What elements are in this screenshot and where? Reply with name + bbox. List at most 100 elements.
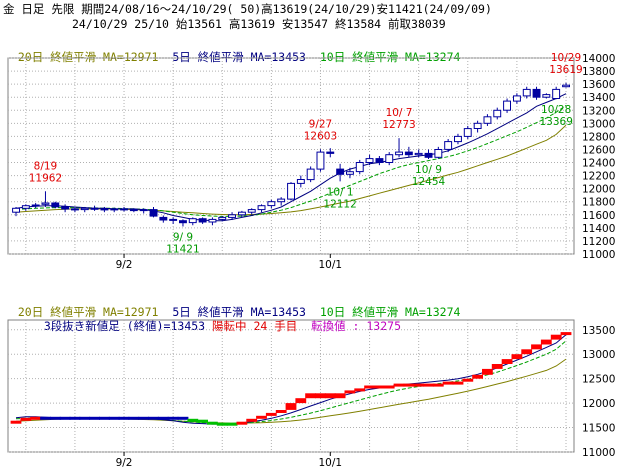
line-break-brick <box>49 416 61 420</box>
y-tick-label: 11800 <box>582 197 615 209</box>
y-tick-label: 12200 <box>582 171 615 183</box>
candle-body <box>80 207 89 211</box>
line-break-brick <box>99 416 110 420</box>
candle-body <box>463 128 472 137</box>
line-break-brick <box>157 416 169 420</box>
trend-state: 陽転中 24 手目 <box>212 319 298 333</box>
line-break-brick <box>275 410 287 413</box>
line-break-brick <box>324 393 336 399</box>
y-tick-label: 13600 <box>582 79 615 91</box>
high-annotation-date: 10/29 <box>551 52 581 64</box>
candle-body <box>71 208 79 211</box>
line-break-brick <box>246 418 258 422</box>
top-legend: 20日 終値平滑 MA=12971 5日 終値平滑 MA=13453 10日 終… <box>4 36 461 64</box>
line-break-brick <box>285 403 297 410</box>
low-annotation-value: 13369 <box>539 116 572 128</box>
line-break-brick <box>315 393 326 399</box>
line-break-brick <box>511 354 523 360</box>
y-tick-label: 13000 <box>582 118 615 130</box>
candle-body <box>218 216 227 220</box>
line-break-brick <box>334 393 346 399</box>
line-break-brick <box>550 334 562 340</box>
line-break-brick <box>531 344 542 350</box>
y-tick-label: 11000 <box>582 249 615 261</box>
low-annotation-value: 12454 <box>412 176 446 188</box>
x-tick-label: 9/2 <box>116 457 133 469</box>
line-break-brick <box>40 416 51 420</box>
candle-body <box>493 109 502 118</box>
legend-ma20: 20日 終値平滑 MA=12971 <box>17 50 159 64</box>
candle-body <box>179 220 187 224</box>
high-annotation-value: 11962 <box>29 172 62 184</box>
line-break-brick <box>187 418 199 422</box>
line-break-brick <box>472 374 483 379</box>
y-tick-label: 12000 <box>582 184 615 196</box>
high-annotation-date: 8/19 <box>34 160 58 172</box>
candle-body <box>277 198 286 203</box>
high-annotation-value: 13619 <box>549 64 582 76</box>
candle-body <box>513 95 521 102</box>
candle-body <box>100 208 109 211</box>
candle-body <box>31 204 40 207</box>
candle-body <box>473 122 482 130</box>
candle-body <box>188 218 197 224</box>
line-break-brick <box>452 381 464 385</box>
candle-body <box>385 154 394 163</box>
high-annotation-date: 10/ 7 <box>386 107 413 119</box>
candle-body <box>90 207 99 210</box>
candle-body <box>355 162 364 173</box>
bottom-legend: 20日 終値平滑 MA=12971 5日 終値平滑 MA=13453 10日 終… <box>4 291 461 319</box>
candle-body <box>503 100 512 111</box>
candle-body <box>238 211 246 216</box>
line-break-brick <box>344 390 356 394</box>
low-annotation-value: 12112 <box>323 198 356 210</box>
y-tick-label: 13500 <box>582 325 615 337</box>
y-tick-label: 12500 <box>582 374 615 386</box>
y-tick-label: 13800 <box>582 66 615 78</box>
low-annotation-date: 10/ 9 <box>415 164 442 176</box>
candle-body <box>306 168 315 181</box>
line-break-brick <box>20 417 32 421</box>
line-break-brick <box>197 419 208 423</box>
line-break-brick <box>374 385 385 389</box>
x-tick-label: 9/2 <box>116 259 133 271</box>
legend-ma10: 10日 終値平滑 MA=13274 <box>319 50 461 64</box>
line-break-brick <box>30 416 41 420</box>
line-break-brick <box>383 385 395 389</box>
line-break-brick <box>207 421 218 425</box>
candle-body <box>395 151 404 156</box>
line-break-brick <box>79 416 91 420</box>
high-annotation-date: 9/27 <box>309 118 333 130</box>
candle-body <box>247 209 256 213</box>
low-annotation-date: 10/ 1 <box>327 186 354 198</box>
x-tick-label: 10/1 <box>318 457 342 469</box>
candle-body <box>444 141 453 150</box>
candle-body <box>61 206 70 210</box>
line-break-brick <box>69 416 81 420</box>
candle-body <box>336 168 345 175</box>
candle-body <box>522 88 531 97</box>
legend-ma5: 5日 終値平滑 MA=13453 <box>172 50 306 64</box>
high-annotation-value: 12603 <box>304 130 337 142</box>
line-break-brick <box>423 383 434 387</box>
line-break-brick <box>10 420 22 424</box>
candle-body <box>316 151 325 170</box>
high-annotation-value: 12773 <box>382 119 415 131</box>
y-tick-label: 13400 <box>582 92 615 104</box>
line-break-brick <box>501 359 513 364</box>
x-tick-label: 10/1 <box>318 259 342 271</box>
y-tick-label: 11400 <box>582 223 615 235</box>
y-tick-label: 11200 <box>582 236 615 248</box>
y-tick-label: 12600 <box>582 144 615 156</box>
ma20-line <box>15 358 567 424</box>
candle-body <box>375 158 384 164</box>
line-break-brick <box>118 416 130 420</box>
line-break-brick <box>413 383 425 387</box>
y-tick-label: 11500 <box>582 423 615 435</box>
line-break-brick <box>540 339 552 345</box>
candle-body <box>129 209 138 212</box>
line-break-brick <box>491 364 503 369</box>
y-tick-label: 12400 <box>582 158 615 170</box>
legend-ma20: 20日 終値平滑 MA=12971 <box>17 305 159 319</box>
candle-body <box>228 214 237 218</box>
